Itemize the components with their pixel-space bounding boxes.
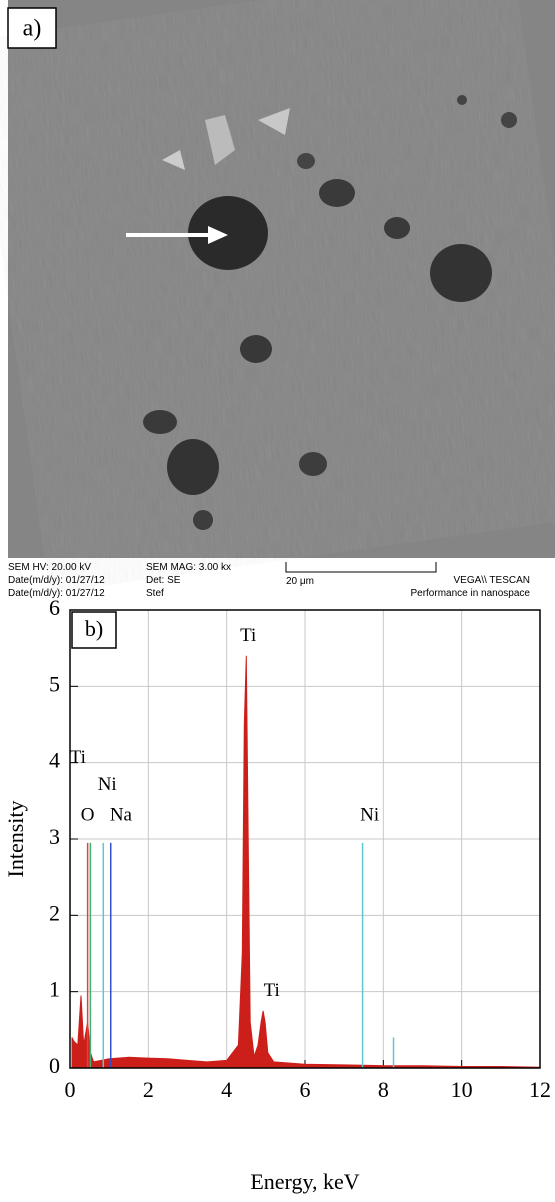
pit — [240, 335, 272, 363]
particle — [205, 115, 235, 165]
peak-label: Ni — [360, 804, 379, 825]
sem-info: 20 μm — [286, 576, 314, 587]
peak-label: Ti — [264, 980, 280, 1001]
sem-info-bar: SEM HV: 20.00 kV Date(m/d/y): 01/27/12 D… — [8, 562, 530, 599]
y-tick-label: 6 — [49, 595, 60, 620]
sem-image: a) — [0, 0, 555, 594]
sem-texture — [0, 0, 555, 594]
peak-label: Ti — [240, 625, 256, 646]
pit — [501, 112, 517, 128]
spectrum — [71, 655, 541, 1069]
x-axis-title: Energy, keV — [250, 1169, 359, 1194]
arrow-head — [208, 226, 228, 244]
peak-label: Ti — [70, 747, 86, 768]
pit — [457, 95, 467, 105]
pit — [319, 179, 355, 207]
sem-info: SEM HV: 20.00 kV — [8, 562, 91, 573]
y-tick-label: 3 — [49, 824, 60, 849]
plot-frame — [69, 609, 541, 1069]
peak-label: Ni — [98, 774, 117, 795]
panel-label: b) — [85, 616, 103, 641]
sem-info: Date(m/d/y): 01/27/12 — [8, 575, 105, 586]
x-tick-label: 4 — [221, 1077, 232, 1102]
pit — [384, 217, 410, 239]
sem-info: Date(m/d/y): 01/27/12 — [8, 588, 105, 599]
y-tick-label: 5 — [49, 671, 60, 696]
y-tick-label: 1 — [49, 977, 60, 1002]
sem-info: Det: SE — [146, 575, 181, 586]
pit — [299, 452, 327, 476]
scale-bar — [285, 562, 437, 573]
x-tick-label: 8 — [378, 1077, 389, 1102]
sem-info: SEM MAG: 3.00 kx — [146, 562, 231, 573]
x-tick-label: 2 — [143, 1077, 154, 1102]
pit — [143, 410, 177, 434]
sem-info: VEGA\\ TESCAN — [453, 575, 530, 586]
panel-label-box — [7, 7, 57, 49]
x-tick-label: 6 — [300, 1077, 311, 1102]
pit — [297, 153, 315, 169]
pit — [188, 196, 268, 270]
particle — [258, 108, 290, 135]
pit — [193, 510, 213, 530]
y-axis-title: Intensity — [3, 801, 28, 878]
y-tick-label: 4 — [49, 748, 60, 773]
pit — [430, 244, 492, 302]
pit — [167, 439, 219, 495]
x-tick-label: 0 — [65, 1077, 76, 1102]
peak-label: O — [81, 804, 95, 825]
y-tick-label: 0 — [49, 1053, 60, 1078]
panel-label: a) — [23, 16, 42, 42]
peak-label: Na — [110, 804, 133, 825]
sem-info: Stef — [146, 588, 164, 599]
particle — [162, 150, 185, 170]
x-tick-label: 12 — [529, 1077, 551, 1102]
x-tick-label: 10 — [451, 1077, 473, 1102]
sem-info: Performance in nanospace — [410, 588, 530, 599]
panel-label-box — [71, 611, 117, 649]
y-tick-label: 2 — [49, 900, 60, 925]
